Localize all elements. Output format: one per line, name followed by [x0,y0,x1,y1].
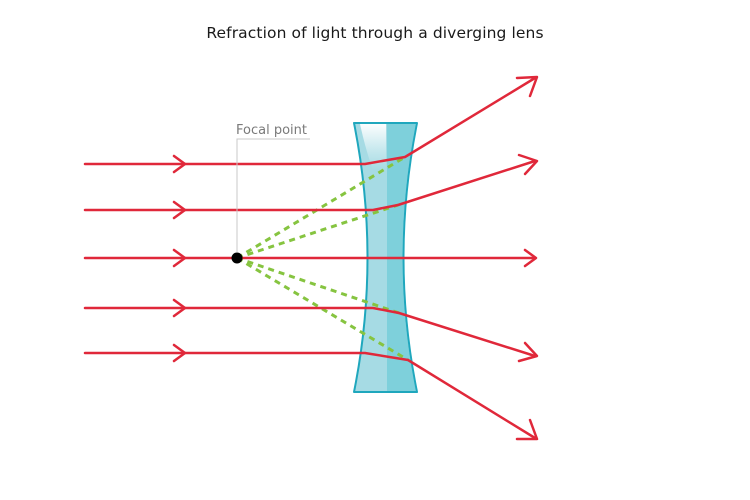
light-rays [83,75,539,441]
focal-point-dot [231,252,243,264]
ray-3-mid-arrow [172,248,187,268]
ray-1-mid-arrow [172,154,187,174]
ray-4-end-arrow [517,341,539,363]
ray-2 [83,159,537,212]
focal-point-label: Focal point [236,123,307,138]
focal-leader-line [236,138,310,252]
ray-5-end-arrow [515,418,539,441]
focal-point-annotation: Focal point [231,123,310,264]
ray-1-end-arrow [515,75,539,98]
ray-5-mid-arrow [172,343,187,363]
ray-4-mid-arrow [172,298,187,318]
ray-5 [83,351,537,440]
diagram-title: Refraction of light through a diverging … [206,24,544,42]
ray-1 [83,76,537,166]
ray-2-mid-arrow [172,200,187,220]
ray-4 [83,306,537,358]
ray-2-end-arrow [517,153,539,176]
ray-3-end-arrow [523,248,538,268]
